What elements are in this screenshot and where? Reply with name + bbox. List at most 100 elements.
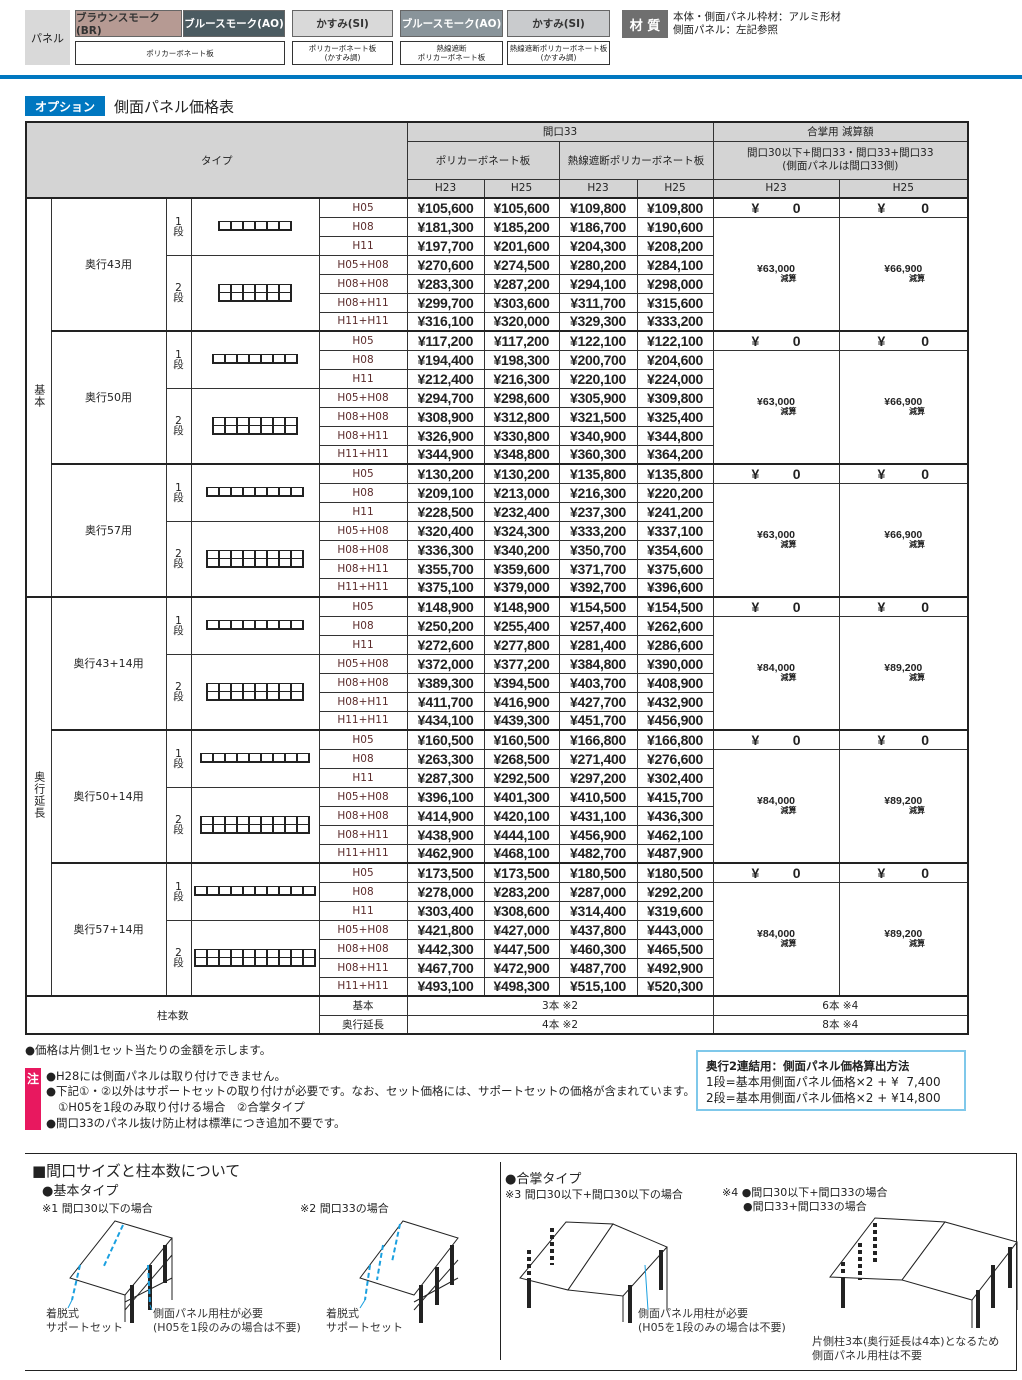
price-cell: ¥228,500 — [406, 501, 485, 522]
height-label: H05+H08 — [318, 520, 408, 541]
price-cell: ¥298,000 — [636, 273, 714, 294]
height-col-header: H23 — [558, 178, 638, 199]
table-row: H08+H08 ¥336,300 ¥340,200 ¥350,700 ¥354,600 — [26, 539, 968, 560]
panel-grid-icon — [206, 486, 304, 497]
price-cell: ¥354,600 — [636, 539, 714, 560]
height-col-header: H25 — [636, 178, 714, 199]
gassho-sub-header: 間口30以下+間口33・間口33+間口33 (側面パネルは間口33側) — [712, 140, 969, 180]
type-header: タイプ — [25, 121, 408, 199]
height-label: H08 — [318, 615, 408, 636]
price-cell: ¥319,600 — [636, 900, 714, 921]
price-cell: ¥460,300 — [558, 938, 638, 959]
price-cell: ¥198,300 — [483, 349, 560, 370]
deduct-zero: ¥0 — [838, 729, 969, 750]
group-label: 奥行延長 — [32, 771, 46, 819]
price-cell: ¥340,900 — [558, 425, 638, 446]
price-cell: ¥281,400 — [558, 634, 638, 655]
deduct-suffix: 減算 — [780, 806, 797, 816]
price-cell: ¥185,200 — [483, 216, 560, 237]
type-label: 奥行43+14用 — [50, 596, 167, 731]
price-cell: ¥209,100 — [406, 482, 485, 503]
height-label: H11+H11 — [318, 311, 408, 332]
price-cell: ¥268,500 — [483, 748, 560, 769]
price-note: ●価格は片側1セット当たりの金額を示します。 — [25, 1043, 272, 1057]
panel-grid-icon — [200, 815, 310, 834]
material-label: 材 質 — [622, 10, 668, 38]
deduct-zero: ¥0 — [712, 197, 840, 218]
price-cell: ¥427,000 — [483, 919, 560, 940]
panel-grid-icon — [212, 416, 298, 435]
price-cell: ¥492,900 — [636, 957, 714, 978]
table-row: H08+H08 ¥389,300 ¥394,500 ¥403,700 ¥408,900 — [26, 672, 968, 693]
tier-label: 1 段 — [165, 729, 192, 788]
posts-type: 基本 — [318, 995, 408, 1016]
table-row: H08+H11 ¥438,900 ¥444,100 ¥456,900 ¥462,100 — [26, 824, 968, 845]
price-cell: ¥220,100 — [558, 368, 638, 389]
price-cell: ¥271,400 — [558, 748, 638, 769]
price-cell: ¥487,900 — [636, 843, 714, 864]
panel-grid-icon — [194, 885, 316, 896]
tier-label: 2 段 — [165, 653, 192, 731]
price-cell: ¥321,500 — [558, 406, 638, 427]
price-cell: ¥372,000 — [406, 653, 485, 674]
height-label: H08+H11 — [318, 558, 408, 579]
height-label: H08 — [318, 881, 408, 902]
height-col-header: H23 — [406, 178, 485, 199]
price-cell: ¥337,100 — [636, 520, 714, 541]
table-row: 2 段 H05+H08 ¥372,000 ¥377,200 ¥384,800 ¥390,0… — [26, 653, 968, 731]
dashed-posts — [527, 1223, 877, 1280]
tier-label: 2 段 — [165, 786, 192, 864]
height-label: H08+H11 — [318, 425, 408, 446]
price-cell: ¥160,500 — [483, 729, 560, 750]
price-cell: ¥355,700 — [406, 558, 485, 579]
deduct-suffix: 減算 — [909, 673, 926, 683]
price-cell: ¥375,600 — [636, 558, 714, 579]
price-cell: ¥274,500 — [483, 254, 560, 275]
table-row: H11 ¥197,700 ¥201,600 ¥204,300 ¥208,200 — [26, 235, 968, 256]
price-cell: ¥420,100 — [483, 805, 560, 826]
post-needed-label: 側面パネル用柱が必要 (H05を1段のみの場合は不要) — [153, 1307, 301, 1334]
price-cell: ¥359,600 — [483, 558, 560, 579]
price-cell: ¥465,500 — [636, 938, 714, 959]
price-cell: ¥472,900 — [483, 957, 560, 978]
price-cell: ¥220,200 — [636, 482, 714, 503]
posts-row: 柱本数 基本 3本 ※2 6本 ※4 — [25, 995, 969, 1035]
height-label: H05 — [318, 729, 408, 750]
zero-value: 0 — [921, 864, 930, 881]
price-cell: ¥117,200 — [483, 330, 560, 351]
zero-value: 0 — [921, 332, 930, 349]
height-label: H05+H08 — [318, 786, 408, 807]
tier-label: 1 段 — [165, 197, 192, 256]
deduct-value: ¥84,000 — [757, 795, 796, 808]
page-title: 側面パネル価格表 — [114, 98, 235, 116]
price-cell: ¥439,300 — [483, 710, 560, 731]
panel-grid-icon — [218, 220, 292, 231]
height-col-header: H23 — [712, 178, 840, 199]
table-row: 奥行延長 奥行43+14用 1 段 H05 ¥148,900 ¥148,900 ¥154,5… — [25, 596, 969, 997]
caution-item: ①H05を1段のみ取り付ける場合 ②合掌タイプ — [58, 1100, 305, 1114]
price-cell: ¥287,200 — [483, 273, 560, 294]
price-cell: ¥250,200 — [406, 615, 485, 636]
height-label: H11 — [318, 634, 408, 655]
posts-m33: 4本 ※2 — [406, 1014, 714, 1035]
height-label: H08+H08 — [318, 406, 408, 427]
deduct-suffix: 減算 — [909, 806, 926, 816]
price-cell: ¥303,400 — [406, 900, 485, 921]
price-cell: ¥320,400 — [406, 520, 485, 541]
price-cell: ¥190,600 — [636, 216, 714, 237]
zero-value: 0 — [792, 332, 801, 349]
price-cell: ¥212,400 — [406, 368, 485, 389]
table-row: H11+H11 ¥462,900 ¥468,100 ¥482,700 ¥487,900 — [26, 843, 968, 864]
posts-row: 奥行延長 4本 ※2 8本 ※4 — [26, 1014, 969, 1035]
price-cell: ¥105,600 — [406, 197, 485, 218]
height-label: H05+H08 — [318, 254, 408, 275]
yen-sign: ¥ — [877, 731, 886, 748]
tier-label: 2 段 — [165, 254, 192, 332]
price-cell: ¥197,700 — [406, 235, 485, 256]
roof-basic-1 — [69, 1220, 173, 1296]
deduct-cell: ¥84,000 減算 — [712, 748, 840, 864]
price-cell: ¥166,800 — [558, 729, 638, 750]
group-label: 基本 — [32, 384, 46, 408]
price-cell: ¥255,400 — [483, 615, 560, 636]
price-cell: ¥364,200 — [636, 444, 714, 465]
